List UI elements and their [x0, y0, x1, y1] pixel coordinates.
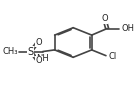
Text: O: O	[102, 14, 108, 23]
Text: Cl: Cl	[108, 52, 117, 61]
Text: CH₃: CH₃	[2, 47, 18, 56]
Text: S: S	[28, 47, 34, 57]
Text: OH: OH	[122, 24, 135, 33]
Text: NH: NH	[36, 54, 49, 63]
Text: O: O	[36, 56, 42, 65]
Text: O: O	[36, 38, 42, 47]
